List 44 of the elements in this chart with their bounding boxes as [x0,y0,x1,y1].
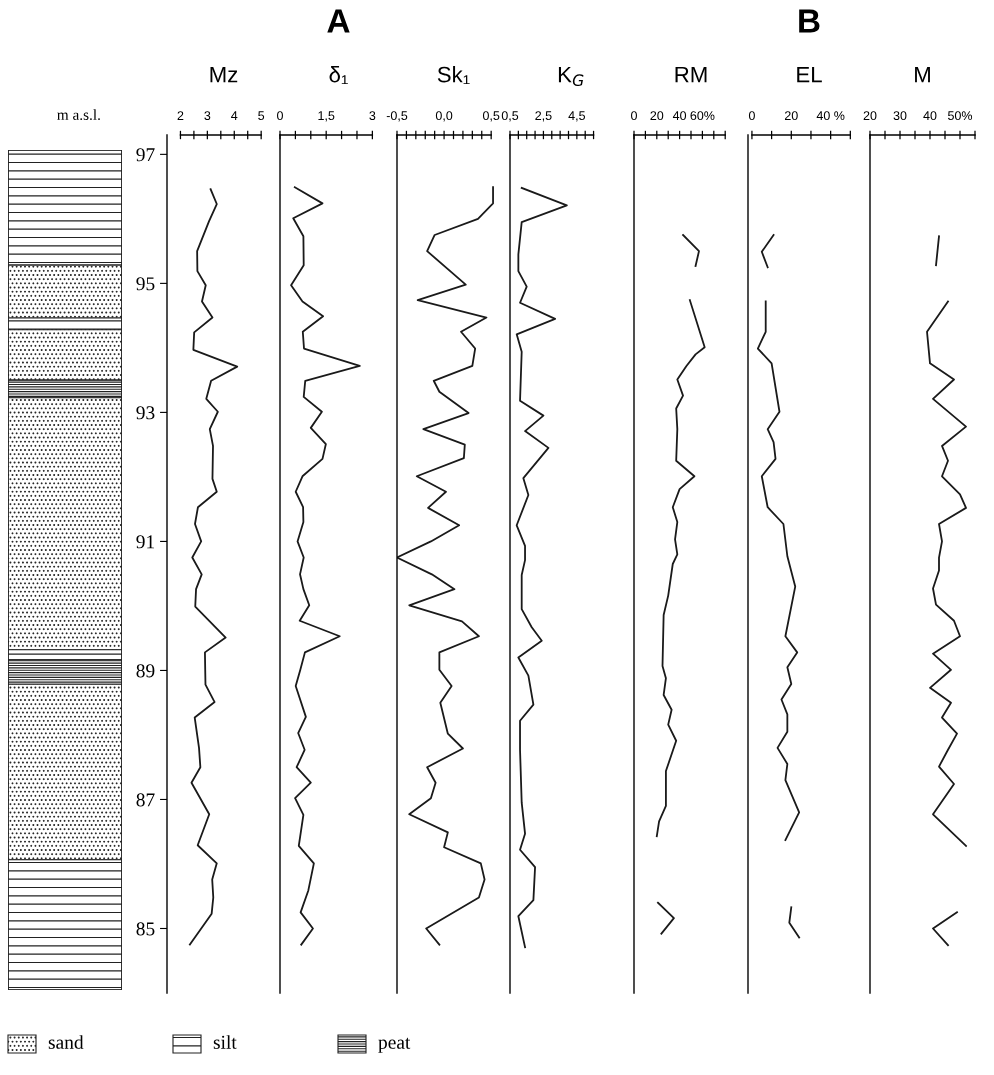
text: peat [378,1037,411,1053]
x-tick-label: 0,5 [501,111,519,122]
chart-title: RM [675,66,707,83]
x-tick-label: 0 [277,111,283,121]
chart-title: M [915,66,930,83]
chart-title: δ₁ [329,66,348,85]
x-tick-label: 30 [893,111,907,121]
x-tick-label: -0,5 [386,111,408,122]
text: B [799,9,820,33]
text: silt [213,1035,237,1049]
x-tick-label: 4,5 [568,111,586,122]
x-tick-label: 0,5 [482,111,500,122]
x-tick-label: 1,5 [318,111,335,122]
x-tick-label: 0,0 [435,111,453,122]
y-tick-label: 95 [136,277,155,291]
x-tick-label: 20 [650,111,664,121]
y-tick-label: 87 [136,793,155,807]
x-tick-label: 0 [631,111,637,121]
x-tick-label: 40 [923,111,937,121]
y-tick-label: 97 [136,148,155,162]
x-tick-label: 50% [947,111,973,121]
x-tick-label: 3 [369,111,376,121]
y-axis-title: m a.s.l. [57,109,100,121]
chart-title: K$_{G}$ [558,66,584,87]
x-tick-label: 2 [177,111,184,120]
chart-title: Mz [210,66,238,83]
x-tick-label: 4 [231,111,238,120]
x-tick-label: 2,5 [535,111,552,122]
y-tick-label: 91 [136,535,155,549]
text: sand [48,1035,84,1049]
y-tick-label: 89 [136,664,155,678]
y-tick-label: 93 [136,406,155,420]
x-tick-label: 20 [784,111,798,121]
chart-title: Sk₁ [437,66,470,85]
y-tick-label: 85 [136,922,155,936]
x-tick-label: 60% [690,111,715,121]
chart-title: EL [797,66,822,83]
x-tick-label: 20 [863,111,877,121]
x-tick-label: 40 [672,111,687,121]
text: A [327,9,350,33]
x-tick-label: 3 [204,111,211,121]
x-tick-label: 5 [258,111,265,121]
x-tick-label: 0 [748,111,755,121]
x-tick-label: 40 % [816,111,845,121]
